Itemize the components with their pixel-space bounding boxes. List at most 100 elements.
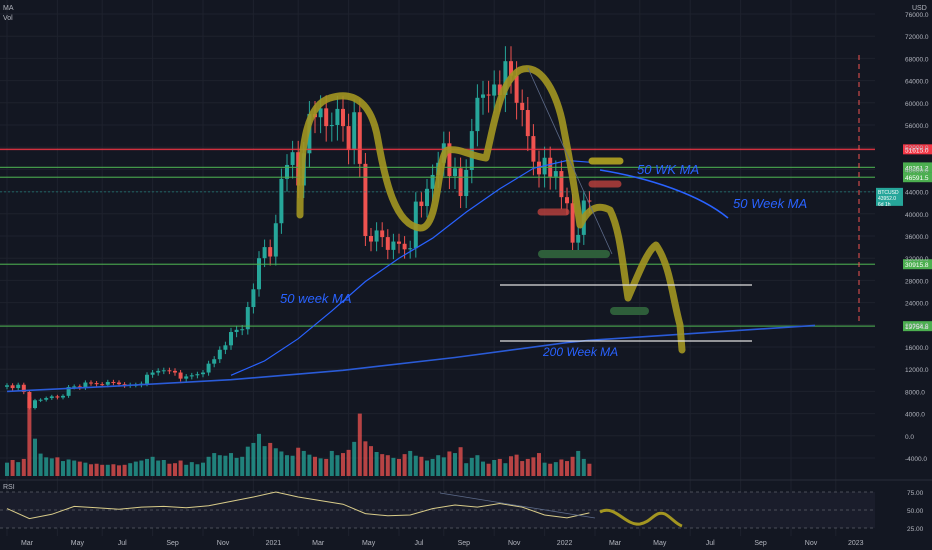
volume-bar bbox=[234, 457, 239, 476]
volume-bar bbox=[212, 453, 217, 476]
candle-body bbox=[553, 171, 558, 177]
volume-bar bbox=[475, 455, 480, 476]
time-axis-tick: Jul bbox=[706, 540, 715, 547]
volume-bars bbox=[5, 397, 592, 476]
candle-body bbox=[363, 163, 368, 236]
volume-bar bbox=[156, 460, 161, 476]
candle-body bbox=[49, 396, 54, 399]
volume-bar bbox=[150, 456, 155, 476]
candle-body bbox=[195, 374, 200, 376]
candle-body bbox=[408, 248, 413, 250]
price-axis-tick: 72000.0 bbox=[905, 34, 929, 41]
price-axis-tick: 44000.0 bbox=[905, 190, 929, 197]
time-axis-tick: May bbox=[71, 540, 85, 547]
candle-body bbox=[290, 152, 295, 165]
volume-bar bbox=[100, 464, 105, 476]
candle-body bbox=[105, 381, 110, 385]
candle-body bbox=[245, 307, 250, 330]
time-axis-tick: May bbox=[653, 540, 667, 547]
volume-bar bbox=[313, 456, 317, 476]
candle-body bbox=[587, 200, 592, 202]
candle-body bbox=[346, 126, 351, 150]
volume-bar bbox=[223, 455, 228, 476]
candle-body bbox=[318, 108, 323, 118]
volume-bar bbox=[525, 458, 530, 476]
volume-bar bbox=[408, 450, 413, 476]
volume-bar bbox=[161, 460, 166, 476]
head-shoulders-drawing[interactable] bbox=[296, 65, 686, 354]
rsi-indicator-label[interactable]: RSI bbox=[3, 484, 15, 491]
candle-body bbox=[492, 84, 497, 96]
volume-bar bbox=[329, 450, 334, 476]
volume-bar bbox=[430, 458, 435, 476]
candle-body bbox=[520, 102, 525, 111]
price-axis-tick: 16000.0 bbox=[905, 345, 929, 352]
candle-body bbox=[503, 61, 508, 96]
volume-bar bbox=[458, 447, 463, 476]
price-axis-tick: 20000.0 bbox=[905, 323, 929, 330]
volume-bar bbox=[83, 462, 88, 476]
candle-body bbox=[122, 384, 127, 386]
volume-bar bbox=[195, 464, 200, 476]
candle-body bbox=[391, 241, 396, 250]
volume-bar bbox=[111, 464, 116, 476]
volume-bar bbox=[542, 462, 547, 476]
volume-bar bbox=[290, 455, 295, 476]
candle-body bbox=[486, 94, 491, 96]
volume-bar bbox=[576, 450, 581, 476]
level-price-badge bbox=[903, 172, 932, 183]
rsi-axis-tick: 25.00 bbox=[907, 526, 924, 533]
candle-body bbox=[285, 164, 289, 179]
candle-body bbox=[341, 108, 345, 127]
volume-bar bbox=[16, 462, 21, 476]
price-axis-tick: -4000.0 bbox=[905, 456, 927, 463]
candle-body bbox=[27, 391, 32, 409]
vol-indicator-label[interactable]: Vol bbox=[3, 15, 13, 22]
candle-body bbox=[525, 110, 530, 137]
candle-body bbox=[145, 374, 149, 384]
volume-bar bbox=[55, 457, 60, 476]
volume-bar bbox=[509, 456, 513, 476]
candle-body bbox=[100, 384, 105, 386]
volume-bar bbox=[436, 455, 441, 476]
candle-body bbox=[111, 381, 116, 383]
level-price-badge bbox=[903, 162, 932, 173]
price-axis-tick: 60000.0 bbox=[905, 101, 929, 108]
time-axis[interactable]: Mar May Jul Sep Nov 2021 Mar May Jul Sep Nov 2022 Ma… bbox=[21, 540, 864, 547]
volume-bar bbox=[245, 446, 250, 476]
volume-bar bbox=[385, 455, 390, 476]
volume-bar bbox=[38, 453, 43, 476]
candle-body bbox=[475, 97, 480, 132]
candle-body bbox=[89, 382, 93, 384]
candle-body bbox=[514, 75, 519, 103]
candle-body bbox=[425, 188, 429, 207]
user-drawings[interactable] bbox=[296, 55, 860, 354]
volume-bar bbox=[514, 454, 519, 476]
rsi-band bbox=[0, 492, 875, 528]
candle-body bbox=[212, 359, 217, 364]
trend-line-down[interactable] bbox=[527, 67, 613, 255]
candle-body bbox=[537, 161, 541, 175]
volume-bar bbox=[341, 453, 345, 476]
currency-label: USD bbox=[912, 5, 927, 12]
ma-200-week-projection bbox=[589, 324, 816, 342]
candle-body bbox=[447, 143, 452, 177]
price-axis[interactable]: -4000.0 0.0 4000.0 8000.0 12000.0 16000.0 2000… bbox=[905, 12, 929, 463]
volume-bar bbox=[380, 454, 385, 476]
annotations: 50 week MA 50 WK MA 50 Week MA 200 Week … bbox=[280, 162, 807, 359]
volume-bar bbox=[178, 460, 183, 476]
rsi-axis-tick: 75.00 bbox=[907, 490, 924, 497]
candle-body bbox=[66, 386, 71, 396]
candle-body bbox=[458, 168, 463, 197]
time-axis-tick: Sep bbox=[166, 540, 179, 547]
price-axis-tick: 56000.0 bbox=[905, 123, 929, 130]
candle-body bbox=[257, 258, 261, 290]
volume-bar bbox=[44, 457, 49, 476]
ma-indicator-label[interactable]: MA bbox=[3, 5, 14, 12]
time-axis-tick: May bbox=[362, 540, 376, 547]
price-axis-tick: 68000.0 bbox=[905, 56, 929, 63]
candle-body bbox=[94, 383, 99, 385]
price-axis-tick: 40000.0 bbox=[905, 212, 929, 219]
current-price-text: 43952.0 bbox=[878, 196, 896, 202]
